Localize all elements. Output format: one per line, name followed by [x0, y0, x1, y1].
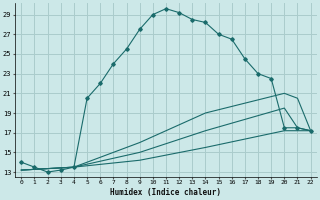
X-axis label: Humidex (Indice chaleur): Humidex (Indice chaleur)	[110, 188, 221, 197]
